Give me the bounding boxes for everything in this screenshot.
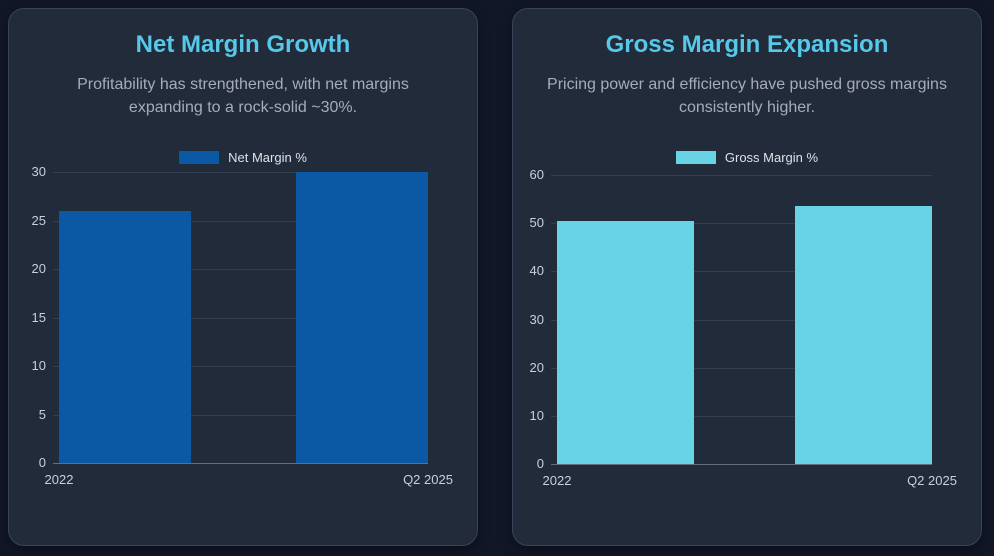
bar-2022 <box>59 210 192 463</box>
gridline <box>53 220 428 222</box>
bar-q2-2025 <box>295 172 428 463</box>
gridline <box>551 319 932 321</box>
gridline <box>53 366 428 367</box>
y-tick-label: 10 <box>31 358 46 373</box>
gridline <box>551 175 932 176</box>
plot-area <box>551 175 932 465</box>
y-tick-label: 0 <box>38 455 46 470</box>
y-tick-label: 40 <box>529 263 544 279</box>
y-tick-label: 0 <box>536 456 544 471</box>
gross-margin-legend[interactable]: Gross Margin % <box>513 150 981 165</box>
net-margin-legend-label: Net Margin % <box>228 150 307 165</box>
y-tick-label: 30 <box>31 164 46 179</box>
x-axis-baseline <box>53 463 428 464</box>
y-tick-label: 5 <box>38 406 46 422</box>
net-margin-legend-swatch-icon <box>179 151 220 164</box>
x-axis-baseline <box>551 464 932 465</box>
gross-margin-title: Gross Margin Expansion <box>605 31 889 58</box>
gross-margin-legend-swatch-icon <box>675 151 716 164</box>
plot-area <box>53 172 428 464</box>
gridline <box>53 317 428 319</box>
net-margin-chart: 0 5 10 15 20 25 30 2022 Q2 2025 <box>9 9 477 545</box>
gridline <box>551 415 932 417</box>
gridline <box>551 271 932 273</box>
y-tick-label: 50 <box>529 215 544 231</box>
gross-margin-chart: 0 10 20 30 40 50 60 2022 Q2 2025 <box>513 9 981 545</box>
gross-margin-card: Gross Margin Expansion Pricing power and… <box>512 8 982 546</box>
gridline <box>53 269 428 270</box>
net-margin-card: Net Margin Growth Profitability has stre… <box>8 8 478 546</box>
y-tick-label: 60 <box>529 167 544 182</box>
x-tick-label: 2022 <box>542 473 572 488</box>
gridline <box>53 172 428 173</box>
net-margin-title: Net Margin Growth <box>135 31 351 58</box>
y-tick-label: 15 <box>31 309 46 325</box>
net-margin-legend[interactable]: Net Margin % <box>9 150 477 165</box>
y-tick-label: 25 <box>31 212 46 228</box>
y-tick-label: 30 <box>529 311 544 327</box>
gridline <box>551 223 932 225</box>
bar-2022 <box>557 220 695 464</box>
x-tick-label: 2022 <box>44 472 74 487</box>
gross-margin-legend-label: Gross Margin % <box>724 150 819 165</box>
bar-q2-2025 <box>794 206 932 464</box>
net-margin-subtitle: Profitability has strengthened, with net… <box>77 76 409 117</box>
x-tick-label: Q2 2025 <box>403 472 453 487</box>
gridline <box>551 367 932 369</box>
gross-margin-subtitle: Pricing power and efficiency have pushed… <box>547 76 947 117</box>
x-tick-label: Q2 2025 <box>907 473 957 488</box>
y-tick-label: 20 <box>31 261 46 276</box>
y-tick-label: 10 <box>529 407 544 423</box>
gridline <box>53 414 428 416</box>
y-tick-label: 20 <box>529 359 544 375</box>
